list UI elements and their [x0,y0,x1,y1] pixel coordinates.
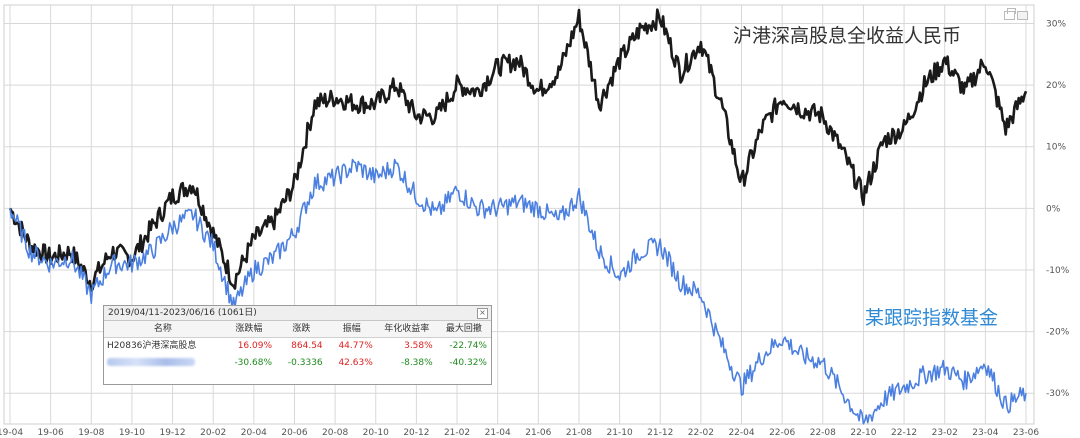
x-tick-label: 19-08 [78,428,104,438]
restore-icon[interactable] [1004,8,1016,20]
info-panel: 2019/04/11-2023/06/16 (1061日) × 名称 涨跌幅 涨… [103,305,492,385]
x-axis-ticks: 19-04 19-06 19-08 19-10 19-12 20-02 20-04 20-06… [0,428,1039,438]
x-tick-label: 20-10 [363,428,389,438]
close-icon[interactable]: × [477,308,488,319]
x-tick-label: 22-08 [810,428,836,438]
blue-series-label: 某跟踪指数基金 [865,307,998,329]
x-tick-label: 20-06 [281,428,307,438]
y-tick-label: -10% [1046,266,1070,276]
info-table-header: 名称 涨跌幅 涨跌 振幅 年化收益率 最大回撤 [104,321,491,338]
expand-icon[interactable] [1017,11,1028,20]
x-tick-label: 20-12 [403,428,429,438]
y-tick-label: 20% [1046,81,1066,91]
redacted-name [107,358,195,366]
header-change: 涨跌 [276,321,327,338]
x-tick-label: 22-10 [850,428,876,438]
header-annual: 年化收益率 [376,321,437,338]
x-tick-label: 20-04 [241,428,267,438]
x-tick-label: 21-04 [485,428,511,438]
row-annual: 3.58% [404,341,433,351]
row-amplitude: 42.63% [338,358,373,368]
x-tick-label: 22-04 [728,428,754,438]
info-table: 名称 涨跌幅 涨跌 振幅 年化收益率 最大回撤 H20836沪港深高股息 16.… [104,321,491,372]
x-tick-label: 21-02 [444,428,470,438]
row-name-redacted [104,354,222,372]
row-name: H20836沪港深高股息 [107,341,197,351]
x-tick-label: 21-06 [525,428,551,438]
x-tick-label: 20-08 [322,428,348,438]
x-tick-label: 21-10 [607,428,633,438]
x-tick-label: 20-02 [200,428,226,438]
y-tick-label: 0% [1046,204,1061,214]
series-line-fund [9,158,1027,425]
x-tick-label: 23-02 [932,428,958,438]
x-tick-label: 21-08 [566,428,592,438]
x-tick-label: 19-04 [0,428,23,438]
x-tick-label: 22-06 [769,428,795,438]
row-amplitude: 44.77% [338,341,373,351]
header-drawdown: 最大回撤 [436,321,491,338]
row-change: -0.3336 [287,358,323,368]
x-tick-label: 22-02 [688,428,714,438]
info-panel-title: 2019/04/11-2023/06/16 (1061日) [108,308,257,318]
row-drawdown: -40.32% [449,358,487,368]
x-tick-label: 23-04 [972,428,998,438]
grid [3,4,1035,425]
y-tick-label: 30% [1046,19,1066,29]
header-name: 名称 [104,321,222,338]
black-series-label: 沪港深高股息全收益人民币 [733,25,961,47]
x-tick-label: 23-06 [1013,428,1039,438]
x-tick-label: 19-12 [159,428,185,438]
header-change-pct: 涨跌幅 [221,321,277,338]
y-tick-label: -20% [1046,328,1070,338]
row-annual: -8.38% [400,358,433,368]
plot-frame [3,4,1035,425]
row-change-pct: -30.68% [234,358,273,368]
x-tick-label: 21-12 [647,428,673,438]
row-change: 864.54 [291,341,323,351]
table-row[interactable]: H20836沪港深高股息 16.09% 864.54 44.77% 3.58% … [104,338,491,355]
header-amplitude: 振幅 [326,321,377,338]
y-tick-label: -30% [1046,389,1070,399]
x-tick-label: 19-10 [119,428,145,438]
table-row[interactable]: -30.68% -0.3336 42.63% -8.38% -40.32% [104,354,491,372]
info-panel-header: 2019/04/11-2023/06/16 (1061日) × [104,306,491,321]
x-tick-label: 19-06 [38,428,64,438]
y-tick-label: 10% [1046,143,1066,153]
row-change-pct: 16.09% [237,341,273,351]
row-drawdown: -22.74% [449,341,487,351]
y-axis-ticks: -30% -20% -10% 0% 10% 20% 30% [1046,19,1070,399]
x-tick-label: 22-12 [891,428,917,438]
series-lines [8,8,1028,425]
series-line-index [8,8,1028,292]
